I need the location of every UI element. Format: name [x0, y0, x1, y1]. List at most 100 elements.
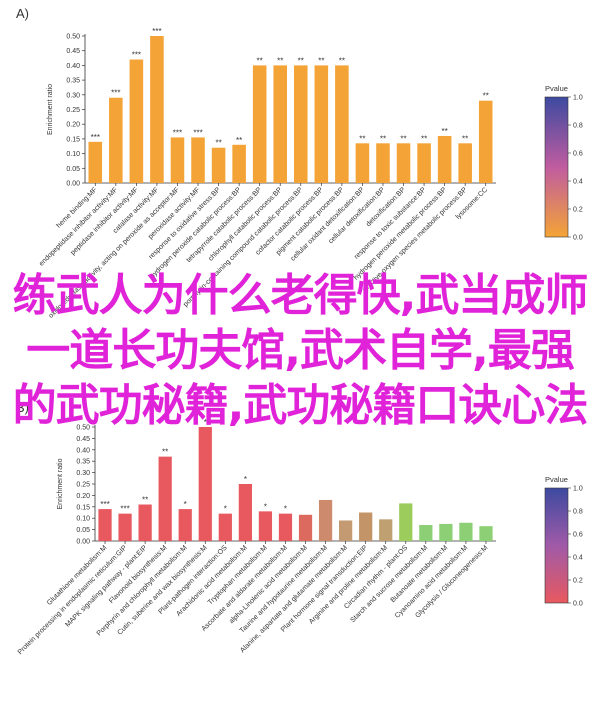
- bar: [211, 147, 226, 183]
- significance-label: **: [339, 56, 345, 65]
- significance-label: **: [298, 56, 304, 65]
- significance-label: *: [284, 505, 287, 514]
- bar: [376, 143, 390, 183]
- significance-label: ***: [132, 51, 141, 60]
- bar: [437, 135, 452, 183]
- panel-label: A): [16, 6, 29, 21]
- y-tick-label: 0.05: [66, 166, 80, 173]
- legend-tick-label: 0.8: [573, 509, 583, 516]
- bar: [158, 456, 172, 541]
- bar: [359, 512, 373, 541]
- significance-label: *: [184, 500, 187, 509]
- significance-label: *: [224, 505, 227, 514]
- legend-tick-label: 0.2: [573, 578, 583, 585]
- bar: [191, 137, 205, 183]
- legend-tick-label: 1.0: [573, 95, 583, 102]
- bar: [198, 427, 212, 541]
- bar: [379, 519, 393, 541]
- legend-tick-label: 0.0: [573, 235, 583, 242]
- legend-title: Pvalue: [545, 475, 568, 484]
- y-tick-label: 0.15: [76, 504, 90, 511]
- y-tick-label: 0.30: [66, 92, 80, 99]
- bar: [118, 513, 132, 541]
- y-tick-label: 0.20: [66, 122, 80, 129]
- significance-label: **: [277, 56, 283, 65]
- significance-label: **: [483, 92, 489, 101]
- bar: [278, 513, 293, 541]
- y-tick-label: 0.30: [76, 470, 90, 477]
- legend-tick-label: 0.6: [573, 532, 583, 539]
- y-tick-label: 0.35: [66, 78, 80, 85]
- legend-title: Pvalue: [545, 84, 568, 93]
- bar: [252, 65, 267, 183]
- bar: [273, 65, 288, 183]
- significance-label: **: [142, 496, 148, 505]
- y-tick-label: 0.10: [76, 516, 90, 523]
- significance-label: **: [162, 448, 168, 457]
- bar: [318, 499, 333, 541]
- y-tick-label: 0.45: [76, 436, 90, 443]
- bar: [399, 503, 413, 541]
- significance-label: **: [421, 134, 427, 143]
- bar: [459, 522, 473, 541]
- legend-tick-label: 0.0: [573, 601, 583, 608]
- significance-label: ***: [120, 505, 129, 514]
- colorbar: [544, 96, 569, 238]
- significance-label: **: [236, 136, 242, 145]
- bar: [258, 511, 273, 541]
- bar: [479, 526, 493, 541]
- y-tick-label: 0.35: [76, 459, 90, 466]
- x-tick-label: tetrapyrrole catabolic process:BP: [186, 186, 264, 264]
- bar: [339, 520, 353, 541]
- significance-label: ***: [152, 27, 161, 36]
- y-tick-label: 0.40: [76, 447, 90, 454]
- y-tick-label: 0.40: [66, 63, 80, 70]
- significance-label: *: [264, 502, 267, 511]
- significance-label: **: [400, 134, 406, 143]
- y-tick-label: 0.00: [66, 181, 80, 188]
- bar: [335, 65, 349, 183]
- bar: [419, 525, 433, 541]
- significance-label: **: [215, 139, 221, 148]
- bar: [109, 97, 123, 183]
- significance-label: **: [462, 134, 468, 143]
- significance-label: **: [380, 134, 386, 143]
- y-tick-label: 0.15: [66, 136, 80, 143]
- bar: [98, 509, 112, 541]
- significance-label: **: [442, 127, 448, 136]
- legend-tick-label: 0.4: [573, 179, 583, 186]
- y-tick-label: 0.20: [76, 493, 90, 500]
- y-tick-label: 0.25: [76, 482, 90, 489]
- significance-label: **: [318, 56, 324, 65]
- legend-tick-label: 0.4: [573, 555, 583, 562]
- bar: [314, 65, 329, 183]
- significance-label: ***: [111, 89, 120, 98]
- bar: [170, 137, 185, 183]
- significance-label: ***: [91, 133, 100, 142]
- bar: [238, 484, 252, 541]
- y-axis-label: Enrichment ratio: [47, 84, 54, 135]
- significance-label: ***: [100, 500, 109, 509]
- bar: [355, 143, 370, 183]
- x-tick-label: Cyanoamino acid metabolism:M: [394, 544, 469, 619]
- bar: [218, 513, 232, 541]
- significance-label: **: [257, 56, 263, 65]
- legend-tick-label: 0.8: [573, 123, 583, 130]
- bar: [417, 143, 431, 183]
- significance-label: *: [204, 418, 207, 427]
- y-tick-label: 0.50: [66, 34, 80, 41]
- bar: [298, 514, 313, 541]
- bar: [150, 36, 164, 183]
- legend-tick-label: 0.2: [573, 207, 583, 214]
- bar: [129, 59, 144, 183]
- bar: [293, 65, 308, 183]
- significance-label: **: [359, 134, 365, 143]
- y-tick-label: 0.05: [76, 527, 90, 534]
- bar: [478, 100, 493, 183]
- y-tick-label: 0.00: [76, 539, 90, 546]
- y-tick-label: 0.50: [76, 425, 90, 432]
- y-tick-label: 0.25: [66, 107, 80, 114]
- bar: [232, 144, 246, 183]
